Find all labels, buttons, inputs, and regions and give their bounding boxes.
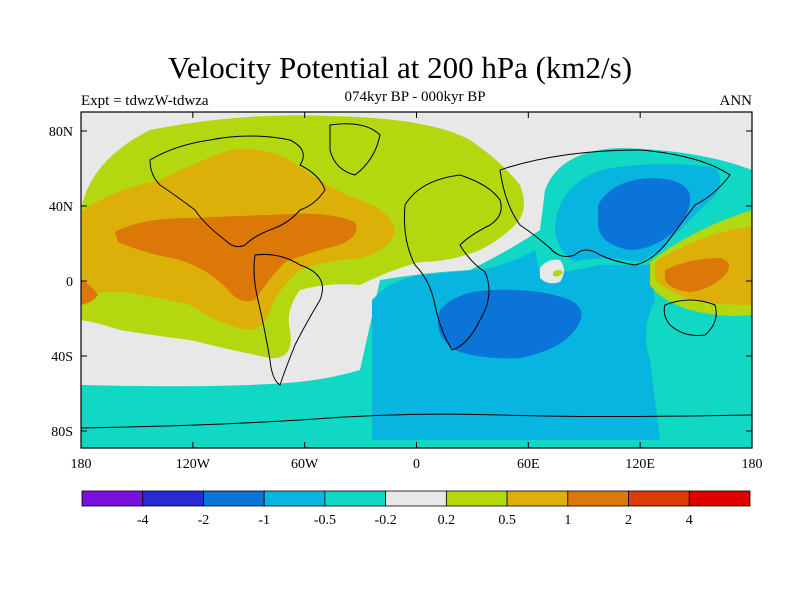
colorbar-swatch <box>385 490 447 507</box>
colorbar-swatch <box>324 490 387 507</box>
colorbar-label: 2 <box>625 513 632 528</box>
longitude-axis: 180 120W 60W 0 60E 120E 180 <box>71 112 763 472</box>
lon-tick-label: 120E <box>625 457 655 472</box>
colorbar-swatch <box>263 490 326 507</box>
lon-tick-label: 60W <box>291 457 319 472</box>
colorbar-swatch <box>81 490 144 507</box>
colorbar: -4 -2 -1 -0.5 -0.2 0.2 0.5 1 2 4 <box>81 490 751 528</box>
colorbar-label: 1 <box>564 513 571 528</box>
contour-spot-australia <box>722 320 736 335</box>
lon-tick-label: 180 <box>742 457 763 472</box>
map-title: Velocity Potential at 200 hPa (km2/s) <box>167 50 633 85</box>
latitude-axis: 80N 40N 0 40S 80S <box>49 125 752 440</box>
colorbar-label: 0.2 <box>438 513 456 528</box>
lat-tick-label: 40N <box>49 200 73 215</box>
lon-tick-label: 60E <box>517 457 540 472</box>
contour-spot-indian-pos <box>553 270 563 277</box>
lat-tick-label: 0 <box>66 275 73 290</box>
colorbar-swatch <box>628 490 690 507</box>
colorbar-label: -2 <box>198 513 210 528</box>
colorbar-swatch <box>142 490 204 507</box>
lon-tick-label: 180 <box>71 457 92 472</box>
map-subtitle: 074kyr BP - 000kyr BP <box>344 89 486 105</box>
colorbar-label: -4 <box>137 513 149 528</box>
contour-pos-1-dateline-west <box>81 280 98 305</box>
lon-tick-label: 0 <box>413 457 420 472</box>
lat-tick-label: 80S <box>51 425 73 440</box>
lon-tick-label: 120W <box>176 457 211 472</box>
coastlines <box>81 123 752 429</box>
colorbar-swatch <box>445 490 508 507</box>
colorbar-swatch <box>506 490 569 507</box>
colorbar-swatch <box>567 490 629 507</box>
lat-tick-label: 40S <box>51 350 73 365</box>
season-label: ANN <box>719 93 753 109</box>
colorbar-swatch <box>203 490 265 507</box>
colorbar-label: -1 <box>258 513 270 528</box>
colorbar-label: -0.2 <box>375 513 397 528</box>
contour-neg-1-asia <box>598 178 691 250</box>
experiment-label: Expt = tdwzW-tdwza <box>81 93 209 109</box>
contour-neg-1-africa <box>437 289 582 359</box>
contour-field <box>81 112 752 448</box>
contour-pos-1-westpac <box>665 258 729 292</box>
contour-spot-indian <box>540 259 564 284</box>
colorbar-swatch <box>688 490 751 507</box>
colorbar-label: 4 <box>686 513 693 528</box>
colorbar-label: 0.5 <box>498 513 516 528</box>
lat-tick-label: 80N <box>49 125 73 140</box>
contour-pos-1-americas <box>115 213 357 302</box>
colorbar-label: -0.5 <box>314 513 336 528</box>
